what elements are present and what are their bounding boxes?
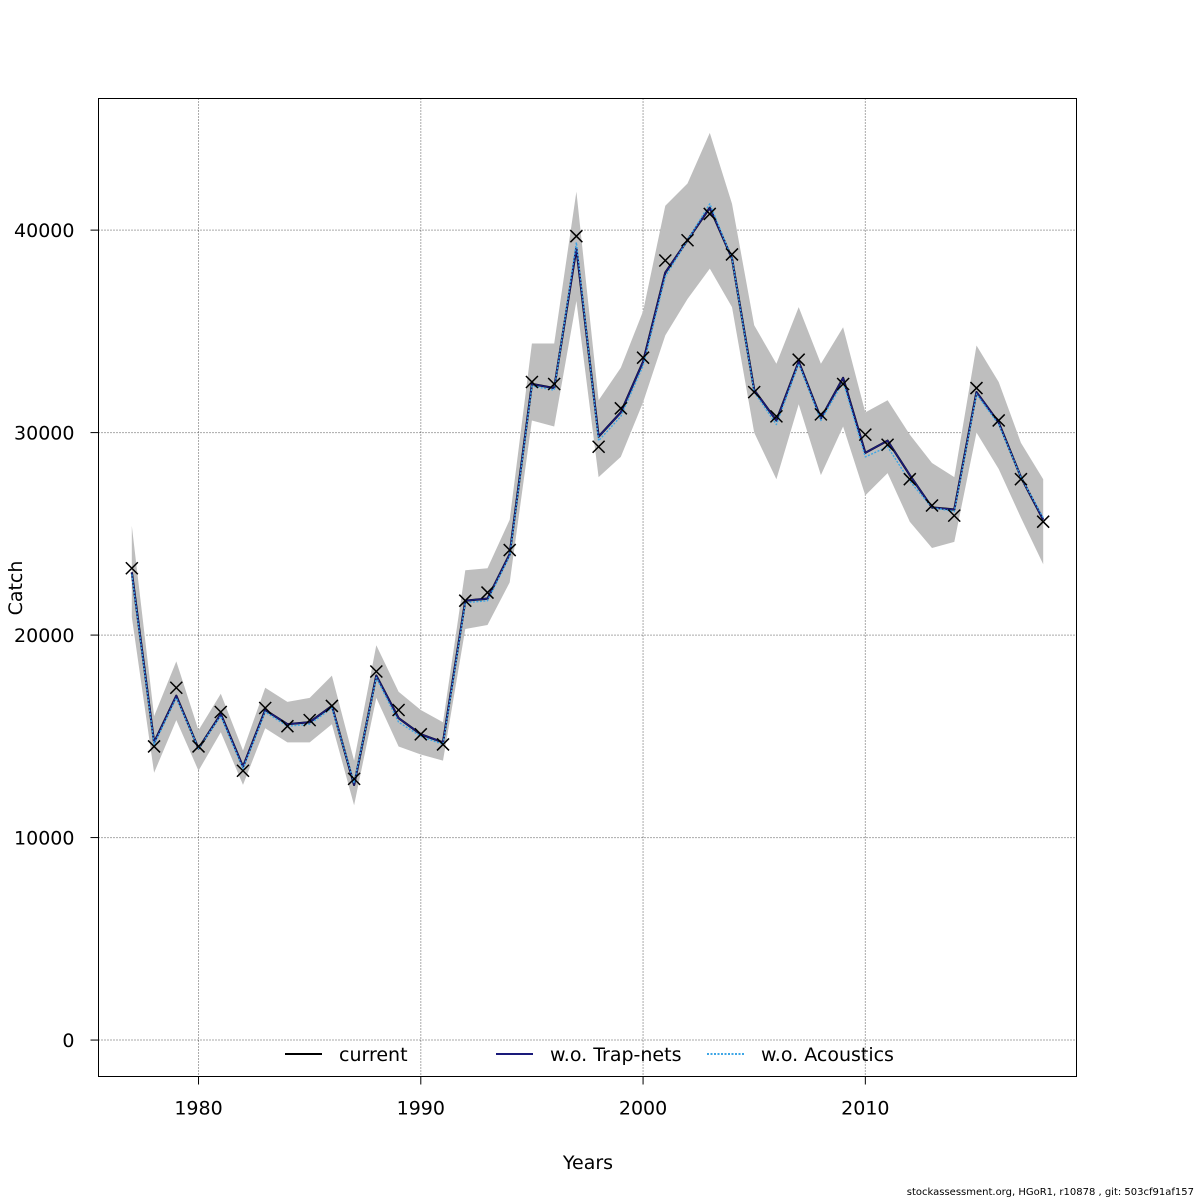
observation-marker bbox=[458, 594, 472, 608]
x-tick-label: 2000 bbox=[619, 1098, 667, 1120]
plot-frame bbox=[98, 98, 1077, 1077]
x-tick-label: 1980 bbox=[174, 1098, 222, 1120]
observation-marker bbox=[480, 586, 495, 600]
observation-marker bbox=[503, 543, 517, 557]
observation-marker bbox=[592, 440, 606, 454]
observation-marker bbox=[658, 253, 672, 268]
observation-marker bbox=[236, 764, 250, 778]
observation-marker bbox=[836, 377, 850, 391]
observation-marker bbox=[725, 247, 739, 261]
footer-credit: stockassessment.org, HGoR1, r10878 , git… bbox=[906, 1187, 1194, 1198]
observation-points bbox=[125, 207, 1050, 786]
observation-marker bbox=[303, 713, 317, 727]
observation-marker bbox=[392, 703, 406, 717]
observation-marker bbox=[614, 401, 628, 415]
series-line-w-o-acoustics bbox=[131, 203, 1044, 784]
observation-marker bbox=[1014, 472, 1028, 486]
observation-marker bbox=[414, 727, 428, 741]
ci-band-area bbox=[131, 132, 1044, 806]
y-tick-label: 10000 bbox=[14, 828, 74, 850]
x-tick-label: 1990 bbox=[397, 1098, 445, 1120]
y-tick-label: 20000 bbox=[14, 625, 74, 647]
observation-marker bbox=[903, 472, 917, 486]
legend-label: w.o. Trap-nets bbox=[550, 1044, 681, 1066]
observation-marker bbox=[347, 772, 361, 786]
observation-marker bbox=[147, 739, 161, 753]
y-axis-label: Catch bbox=[5, 561, 27, 616]
x-tick-label: 2010 bbox=[841, 1098, 889, 1120]
observation-marker bbox=[947, 509, 961, 523]
observation-marker bbox=[1036, 515, 1050, 529]
legend-label: w.o. Acoustics bbox=[761, 1044, 894, 1066]
observation-marker bbox=[747, 385, 761, 399]
y-tick-label: 0 bbox=[62, 1030, 74, 1052]
observation-marker bbox=[703, 207, 717, 221]
observation-marker bbox=[258, 701, 272, 715]
observation-marker bbox=[369, 665, 383, 679]
observation-marker bbox=[814, 407, 828, 421]
grid-lines bbox=[98, 98, 1077, 1077]
legend-label: current bbox=[339, 1044, 408, 1066]
observation-marker bbox=[547, 377, 561, 391]
y-axis: 0 10000 20000 30000 40000 bbox=[14, 220, 99, 1052]
observation-marker bbox=[169, 681, 183, 695]
observation-marker bbox=[280, 719, 294, 733]
observation-marker bbox=[191, 739, 206, 753]
observation-marker bbox=[858, 428, 872, 442]
observation-marker bbox=[792, 353, 806, 367]
observation-marker bbox=[925, 498, 939, 513]
y-tick-label: 40000 bbox=[14, 220, 74, 242]
x-axis: 1980 1990 2000 2010 bbox=[174, 1076, 890, 1120]
x-axis-label: Years bbox=[562, 1152, 613, 1174]
observation-marker bbox=[969, 381, 984, 395]
observation-marker bbox=[325, 699, 339, 713]
observation-marker bbox=[680, 233, 695, 247]
legend: current w.o. Trap-nets w.o. Acoustics bbox=[285, 1044, 894, 1066]
observation-marker bbox=[214, 705, 228, 719]
observation-marker bbox=[881, 438, 895, 452]
observation-marker bbox=[769, 409, 783, 423]
observation-marker bbox=[569, 229, 583, 243]
observation-marker bbox=[125, 561, 139, 575]
observation-marker bbox=[992, 413, 1006, 427]
observation-marker bbox=[436, 737, 450, 751]
y-tick-label: 30000 bbox=[14, 423, 74, 445]
observation-marker bbox=[525, 375, 539, 389]
observation-marker bbox=[636, 351, 650, 365]
confidence-band bbox=[131, 132, 1044, 806]
